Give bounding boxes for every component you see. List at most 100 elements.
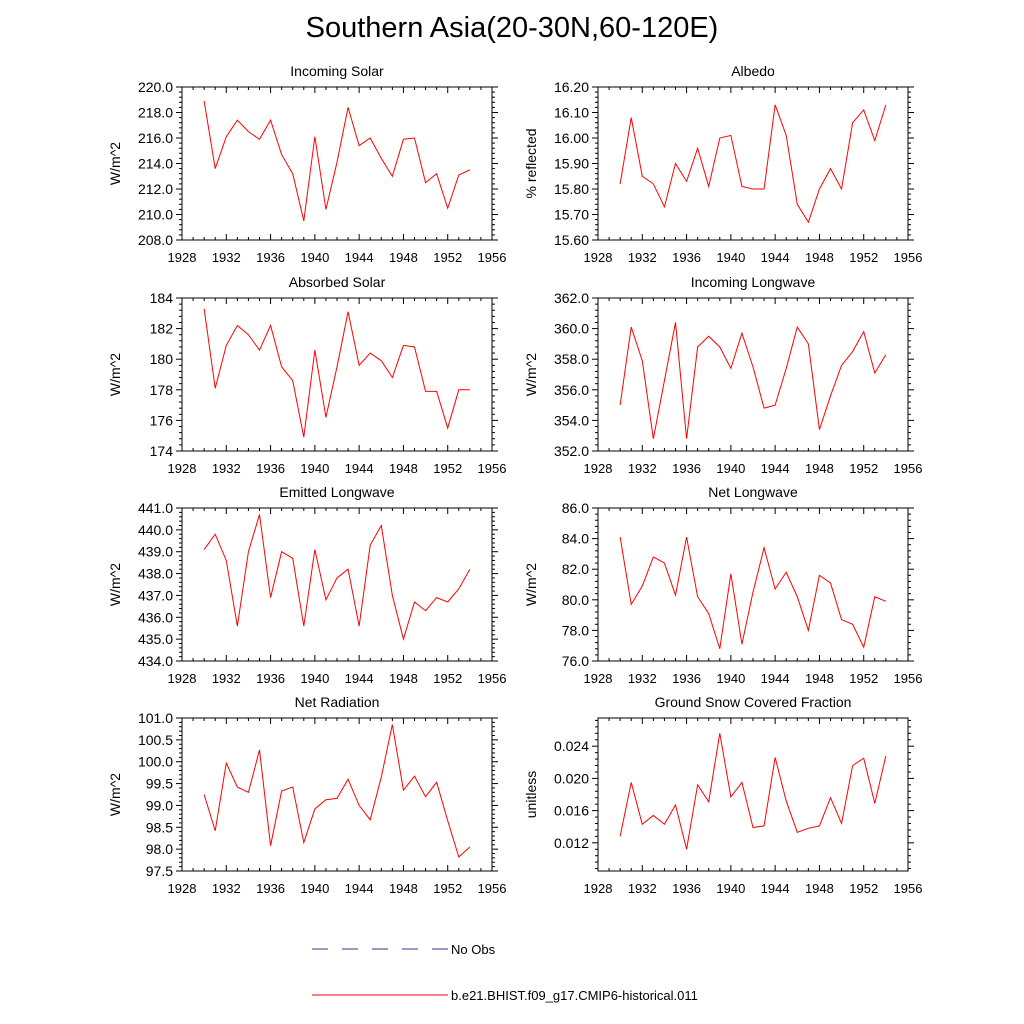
x-tick-label: 1948 (389, 250, 418, 265)
x-tick-label: 1952 (433, 881, 462, 896)
y-axis-label: % reflected (523, 128, 539, 198)
y-tick-label: 15.60 (554, 232, 589, 248)
panel-title: Incoming Longwave (691, 274, 816, 290)
x-tick-label: 1936 (672, 461, 701, 476)
y-tick-label: 220.0 (138, 79, 173, 95)
y-tick-label: 435.0 (138, 631, 173, 647)
x-tick-label: 1952 (849, 250, 878, 265)
y-tick-label: 182 (150, 321, 174, 337)
x-tick-label: 1944 (345, 671, 374, 686)
y-tick-label: 441.0 (138, 500, 173, 516)
y-tick-label: 98.5 (146, 819, 173, 835)
y-axis-label: unitless (523, 771, 539, 818)
x-tick-label: 1944 (345, 250, 374, 265)
y-tick-label: 84.0 (562, 531, 589, 547)
y-tick-label: 218.0 (138, 105, 173, 121)
series-line (203, 514, 471, 642)
panel-ground-snow-covered-fraction: Ground Snow Covered Fraction unitless 1928… (523, 694, 922, 896)
y-tick-label: 438.0 (138, 566, 173, 582)
x-tick-label: 1944 (345, 881, 374, 896)
y-tick-label: 174 (150, 443, 174, 459)
x-tick-label: 1936 (256, 671, 285, 686)
x-tick-label: 1932 (212, 671, 241, 686)
x-tick-label: 1932 (212, 881, 241, 896)
y-tick-label: 80.0 (562, 592, 589, 608)
plot-frame (181, 507, 493, 662)
y-tick-label: 352.0 (554, 443, 589, 459)
x-tick-label: 1940 (716, 881, 745, 896)
y-tick-label: 362.0 (554, 290, 589, 306)
x-tick-label: 1952 (849, 461, 878, 476)
x-tick-label: 1936 (672, 671, 701, 686)
x-tick-label: 1932 (212, 461, 241, 476)
x-tick-label: 1928 (584, 671, 613, 686)
x-tick-label: 1932 (628, 250, 657, 265)
series-line (619, 536, 887, 649)
x-tick-label: 1956 (478, 250, 507, 265)
y-tick-label: 0.024 (554, 738, 589, 754)
x-tick-label: 1944 (761, 671, 790, 686)
y-axis-label: W/m^2 (107, 142, 123, 185)
series-line (203, 100, 471, 221)
panel-title: Albedo (731, 63, 775, 79)
y-tick-label: 360.0 (554, 321, 589, 337)
y-tick-label: 358.0 (554, 351, 589, 367)
x-tick-label: 1944 (761, 250, 790, 265)
x-tick-label: 1944 (761, 881, 790, 896)
panel-title: Emitted Longwave (279, 484, 394, 500)
y-tick-label: 0.016 (554, 803, 589, 819)
x-tick-label: 1940 (300, 250, 329, 265)
x-tick-label: 1928 (168, 671, 197, 686)
y-tick-label: 101.0 (138, 710, 173, 726)
x-tick-label: 1936 (672, 881, 701, 896)
y-tick-label: 434.0 (138, 653, 173, 669)
y-tick-label: 16.00 (554, 130, 589, 146)
x-tick-label: 1940 (716, 461, 745, 476)
panel-title: Net Longwave (708, 484, 798, 500)
y-tick-label: 98.0 (146, 841, 173, 857)
x-tick-label: 1956 (478, 461, 507, 476)
x-tick-label: 1956 (894, 461, 923, 476)
legend-obs-label: No Obs (451, 942, 496, 957)
panel-incoming-longwave: Incoming Longwave W/m^2 1928 1932 1936 1940 19… (523, 274, 922, 476)
x-tick-label: 1940 (300, 461, 329, 476)
y-axis-label: W/m^2 (523, 563, 539, 606)
x-tick-label: 1952 (433, 250, 462, 265)
panel-absorbed-solar: Absorbed Solar W/m^2 1928 1932 1936 1940 1944 1… (107, 274, 506, 476)
plot-frame (181, 717, 493, 872)
x-tick-label: 1948 (389, 671, 418, 686)
x-tick-label: 1952 (849, 881, 878, 896)
y-axis-label: W/m^2 (107, 773, 123, 816)
x-tick-label: 1936 (256, 881, 285, 896)
x-tick-label: 1940 (716, 671, 745, 686)
x-tick-label: 1928 (584, 250, 613, 265)
x-tick-label: 1940 (300, 671, 329, 686)
y-tick-label: 97.5 (146, 863, 173, 879)
x-tick-label: 1936 (256, 461, 285, 476)
x-tick-label: 1948 (805, 250, 834, 265)
y-tick-label: 216.0 (138, 130, 173, 146)
x-tick-label: 1952 (849, 671, 878, 686)
x-tick-label: 1956 (894, 250, 923, 265)
y-tick-label: 15.80 (554, 181, 589, 197)
series-line (619, 322, 887, 439)
y-tick-label: 0.020 (554, 770, 589, 786)
y-tick-label: 208.0 (138, 232, 173, 248)
x-tick-label: 1932 (628, 461, 657, 476)
x-tick-label: 1948 (389, 881, 418, 896)
y-tick-label: 99.0 (146, 797, 173, 813)
x-tick-label: 1948 (805, 461, 834, 476)
y-tick-label: 15.70 (554, 207, 589, 223)
y-tick-label: 178 (150, 382, 174, 398)
series-line (619, 104, 887, 224)
y-tick-label: 0.012 (554, 835, 589, 851)
plot-frame (597, 717, 909, 872)
x-tick-label: 1956 (894, 881, 923, 896)
y-tick-label: 436.0 (138, 609, 173, 625)
y-tick-label: 16.10 (554, 105, 589, 121)
y-tick-label: 210.0 (138, 207, 173, 223)
y-tick-label: 354.0 (554, 412, 589, 428)
panel-title: Absorbed Solar (289, 274, 386, 290)
panel-title: Ground Snow Covered Fraction (655, 694, 852, 710)
plot-frame (597, 86, 909, 241)
